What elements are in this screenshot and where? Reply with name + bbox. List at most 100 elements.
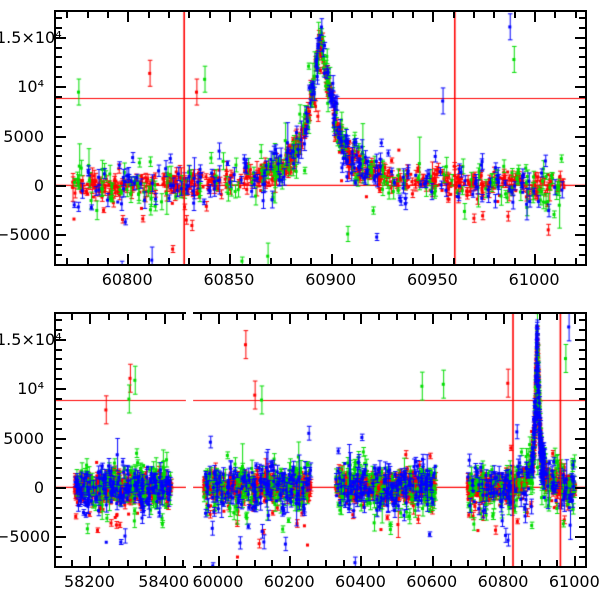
axis-tick [56, 244, 62, 247]
axis-tick [56, 96, 62, 98]
axis-tick [289, 314, 292, 324]
axis-tick [56, 16, 62, 19]
axis-tick [520, 560, 523, 566]
axis-tick [253, 560, 256, 566]
axis-tick [56, 175, 62, 178]
axis-tick [579, 427, 585, 430]
axis-tick [56, 427, 62, 430]
axis-tick [413, 314, 416, 320]
axis-tick [269, 12, 272, 18]
y-tick-label: 5000 [3, 126, 44, 146]
axis-tick [126, 560, 129, 566]
axis-tick [579, 264, 585, 266]
axis-tick [147, 258, 150, 264]
axis-tick [413, 560, 416, 566]
axis-tick [235, 314, 238, 320]
axis-tick [56, 254, 62, 257]
axis-tick [452, 12, 455, 18]
axis-tick [163, 314, 166, 324]
axis-tick [579, 145, 585, 148]
axis-tick [342, 560, 345, 566]
x-tick-label: 60850 [203, 270, 255, 289]
axis-tick [200, 560, 203, 566]
axis-tick [432, 254, 435, 264]
bottom-panel-plot-area [56, 314, 585, 566]
axis-tick [579, 516, 585, 519]
axis-tick [56, 224, 62, 227]
axis-tick [163, 556, 166, 566]
axis-tick [56, 496, 62, 499]
axis-tick [127, 12, 130, 22]
axis-tick [89, 556, 92, 566]
axis-tick [579, 125, 585, 128]
axis-tick [412, 12, 415, 18]
axis-tick [378, 560, 381, 566]
axis-tick [579, 467, 585, 470]
axis-tick [579, 105, 585, 108]
axis-tick [56, 165, 62, 168]
axis-tick [351, 258, 354, 264]
axis-tick [579, 546, 585, 549]
axis-tick [289, 556, 292, 566]
axis-tick [56, 437, 66, 440]
axis-tick [452, 258, 455, 264]
axis-tick [228, 254, 231, 264]
axis-tick [575, 486, 585, 489]
axis-tick [66, 258, 69, 264]
x-tick-label: 61000 [548, 572, 600, 591]
axis-tick [538, 314, 541, 320]
axis-tick [351, 12, 354, 18]
axis-tick [106, 12, 109, 18]
axis-tick [56, 135, 66, 138]
axis-tick [579, 66, 585, 69]
axis-tick [574, 12, 577, 18]
axis-tick [575, 338, 585, 341]
x-tick-label: 60950 [406, 270, 458, 289]
axis-tick [127, 254, 130, 264]
axis-tick [56, 264, 62, 266]
axis-tick [575, 135, 585, 138]
axis-tick [342, 314, 345, 320]
axis-tick [56, 36, 66, 39]
axis-tick [554, 12, 557, 18]
axis-tick [56, 204, 62, 207]
axis-tick [56, 358, 62, 361]
x-tick-label: 58200 [63, 572, 115, 591]
axis-tick [56, 26, 62, 29]
axis-tick [56, 536, 66, 539]
x-tick-label: 60400 [335, 572, 386, 591]
axis-tick [574, 314, 577, 324]
axis-tick [579, 358, 585, 361]
axis-tick [575, 184, 585, 187]
axis-tick [371, 258, 374, 264]
axis-tick [56, 194, 62, 197]
axis-tick [56, 76, 62, 79]
axis-tick [534, 12, 537, 22]
axis-tick [579, 214, 585, 217]
axis-tick [208, 258, 211, 264]
axis-tick [56, 115, 62, 118]
axis-tick [249, 258, 252, 264]
axis-tick [556, 560, 559, 566]
axis-tick [269, 258, 272, 264]
axis-tick [431, 314, 434, 324]
axis-tick [289, 258, 292, 264]
axis-tick [56, 105, 62, 108]
y-tick-label: 10⁴ [17, 379, 44, 399]
x-tick-label: 60800 [101, 270, 153, 289]
axis-tick [579, 318, 585, 321]
axis-tick [56, 86, 66, 89]
axis-tick [579, 194, 585, 197]
axis-tick [310, 12, 313, 18]
axis-tick [235, 560, 238, 566]
axis-tick [396, 314, 399, 320]
axis-tick [217, 314, 220, 324]
axis-tick [56, 516, 62, 519]
x-axis-break [186, 310, 193, 572]
axis-tick [575, 536, 585, 539]
axis-tick [145, 560, 148, 566]
axis-tick [289, 12, 292, 18]
axis-tick [575, 234, 585, 237]
axis-tick [579, 175, 585, 178]
